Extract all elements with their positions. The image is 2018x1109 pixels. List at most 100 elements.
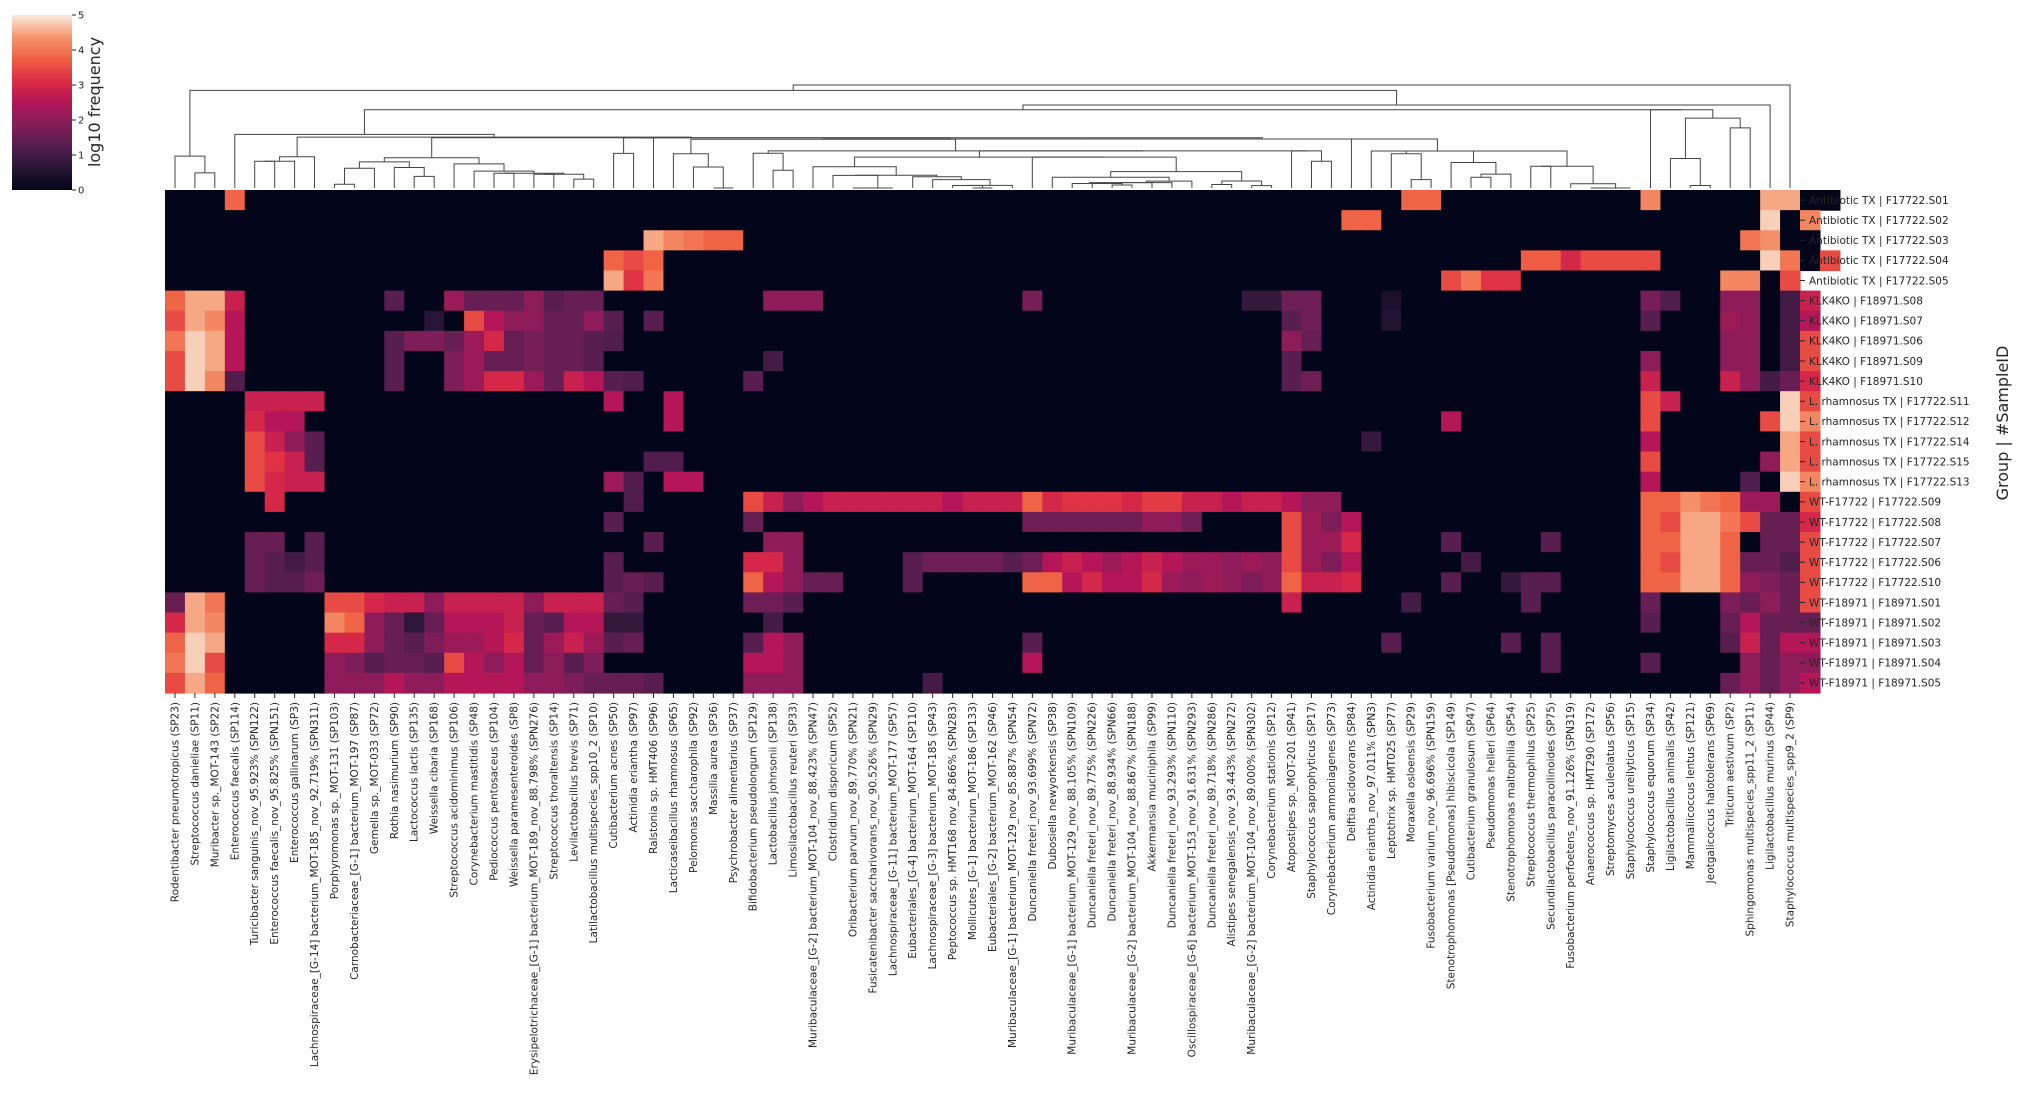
heatmap-cell xyxy=(1062,270,1083,292)
heatmap-cell xyxy=(264,652,286,674)
heatmap-cell xyxy=(1500,491,1522,513)
heatmap-cell xyxy=(683,230,704,251)
heatmap-cell xyxy=(204,330,226,352)
heatmap-cell xyxy=(1181,330,1203,352)
heatmap-cell xyxy=(1740,652,1761,674)
heatmap-cell xyxy=(1620,310,1642,332)
column-label: Carnobacteriaceae_[G-1] bacterium_MOT-19… xyxy=(349,702,361,980)
heatmap-cell xyxy=(603,552,625,573)
heatmap-cell xyxy=(1560,592,1582,614)
heatmap-cell xyxy=(1241,511,1263,533)
heatmap-cell xyxy=(1161,672,1183,694)
heatmap-cell xyxy=(284,491,306,513)
heatmap-cell xyxy=(703,190,724,211)
heatmap-cell xyxy=(1720,210,1741,231)
heatmap-cell xyxy=(523,451,545,473)
heatmap-cell xyxy=(1600,552,1622,573)
heatmap-cell xyxy=(1161,511,1183,533)
dendrogram-link xyxy=(174,155,206,188)
heatmap-cell xyxy=(1800,290,1821,312)
heatmap-cell xyxy=(523,572,545,593)
heatmap-cell xyxy=(364,371,385,392)
heatmap-cell xyxy=(1580,210,1602,231)
heatmap-cell xyxy=(1560,391,1582,412)
heatmap-cell xyxy=(1520,431,1542,453)
heatmap-cell xyxy=(324,471,346,493)
heatmap-cell xyxy=(902,451,924,473)
heatmap-cell xyxy=(244,511,266,533)
heatmap-cell xyxy=(1401,511,1422,533)
heatmap-cell xyxy=(942,552,964,573)
heatmap-cell xyxy=(1161,532,1183,553)
heatmap-cell xyxy=(204,592,226,614)
heatmap-cell xyxy=(1520,511,1542,533)
heatmap-cell xyxy=(882,391,904,412)
heatmap-cell xyxy=(1181,592,1203,614)
heatmap-cell xyxy=(783,290,804,312)
heatmap-cell xyxy=(1381,371,1402,392)
heatmap-cell xyxy=(264,391,286,412)
heatmap-cell xyxy=(503,572,525,593)
heatmap-cell xyxy=(1201,552,1223,573)
heatmap-cell xyxy=(1261,632,1283,654)
heatmap-cell xyxy=(1022,592,1043,614)
heatmap-cell xyxy=(1381,391,1402,412)
heatmap-cell xyxy=(224,371,246,392)
heatmap-cell xyxy=(224,431,246,453)
heatmap-cell xyxy=(962,230,984,251)
column-label: Ligilactobacillus animalis (SP42) xyxy=(1665,702,1677,871)
heatmap-cell xyxy=(324,592,346,614)
row-label: WT-F17722 | F17722.S07 xyxy=(1809,537,1941,549)
heatmap-cell xyxy=(204,572,226,593)
heatmap-cell xyxy=(563,652,585,674)
heatmap-cell xyxy=(1500,451,1522,473)
heatmap-cell xyxy=(1680,431,1701,453)
heatmap-cell xyxy=(324,270,346,292)
heatmap-cell xyxy=(1660,592,1681,614)
heatmap-cell xyxy=(922,471,944,493)
dendrogram-link xyxy=(543,173,585,180)
heatmap-cell xyxy=(783,330,804,352)
heatmap-cell xyxy=(1680,491,1701,513)
heatmap-cell xyxy=(1122,210,1143,231)
heatmap-cell xyxy=(1560,532,1582,553)
heatmap-cell xyxy=(204,270,226,292)
heatmap-cell xyxy=(683,431,704,453)
heatmap-cell xyxy=(1401,451,1422,473)
heatmap-cell xyxy=(1760,230,1781,251)
heatmap-cell xyxy=(1301,592,1323,614)
heatmap-cell xyxy=(743,451,764,473)
heatmap-cell xyxy=(942,471,964,493)
heatmap-cell xyxy=(264,592,286,614)
column-label: Duncaniella freteri_nov_93.293% (SPN110) xyxy=(1166,702,1178,928)
heatmap-cell xyxy=(1720,471,1741,493)
heatmap-cell xyxy=(424,371,445,392)
heatmap-cell xyxy=(264,371,286,392)
heatmap-cell xyxy=(1760,371,1781,392)
column-label: Stenotrophomonas maltophilia (SP54) xyxy=(1505,702,1517,902)
heatmap-cell xyxy=(1560,612,1582,634)
dendrogram-link xyxy=(1390,153,1422,188)
heatmap-cell xyxy=(1062,190,1083,211)
heatmap-cell xyxy=(1082,290,1103,312)
heatmap-cell xyxy=(902,471,924,493)
heatmap-cell xyxy=(1720,350,1741,372)
dendrogram-link xyxy=(334,183,355,188)
heatmap-cell xyxy=(165,290,186,312)
heatmap-cell xyxy=(1261,230,1283,251)
heatmap-cell xyxy=(284,471,306,493)
heatmap-cell xyxy=(922,491,944,513)
column-label: Lactobacillus johnsonii (SP138) xyxy=(768,702,780,865)
heatmap-cell xyxy=(1780,431,1801,453)
heatmap-cell xyxy=(1660,511,1681,533)
heatmap-cell xyxy=(1760,451,1781,473)
heatmap-cell xyxy=(344,491,365,513)
heatmap-cell xyxy=(1680,532,1701,553)
heatmap-cell xyxy=(1221,451,1243,473)
heatmap-cell xyxy=(922,552,944,573)
heatmap-cell xyxy=(1261,511,1283,533)
dendrogram-link xyxy=(1022,104,1771,188)
heatmap-cell xyxy=(424,250,445,272)
heatmap-cell xyxy=(1600,270,1622,292)
heatmap-cell xyxy=(1381,511,1402,533)
